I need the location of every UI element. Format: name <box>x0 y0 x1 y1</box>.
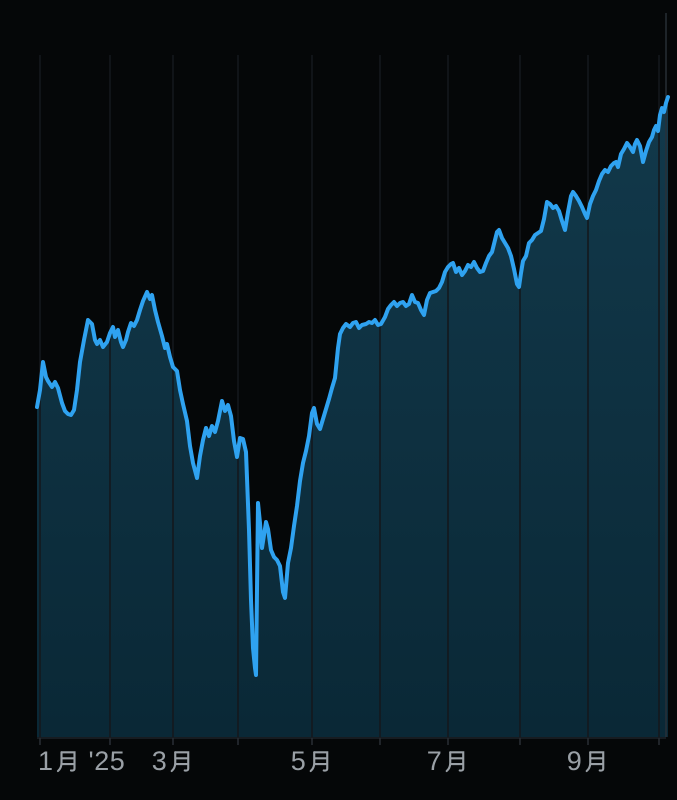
price-line <box>35 95 670 677</box>
